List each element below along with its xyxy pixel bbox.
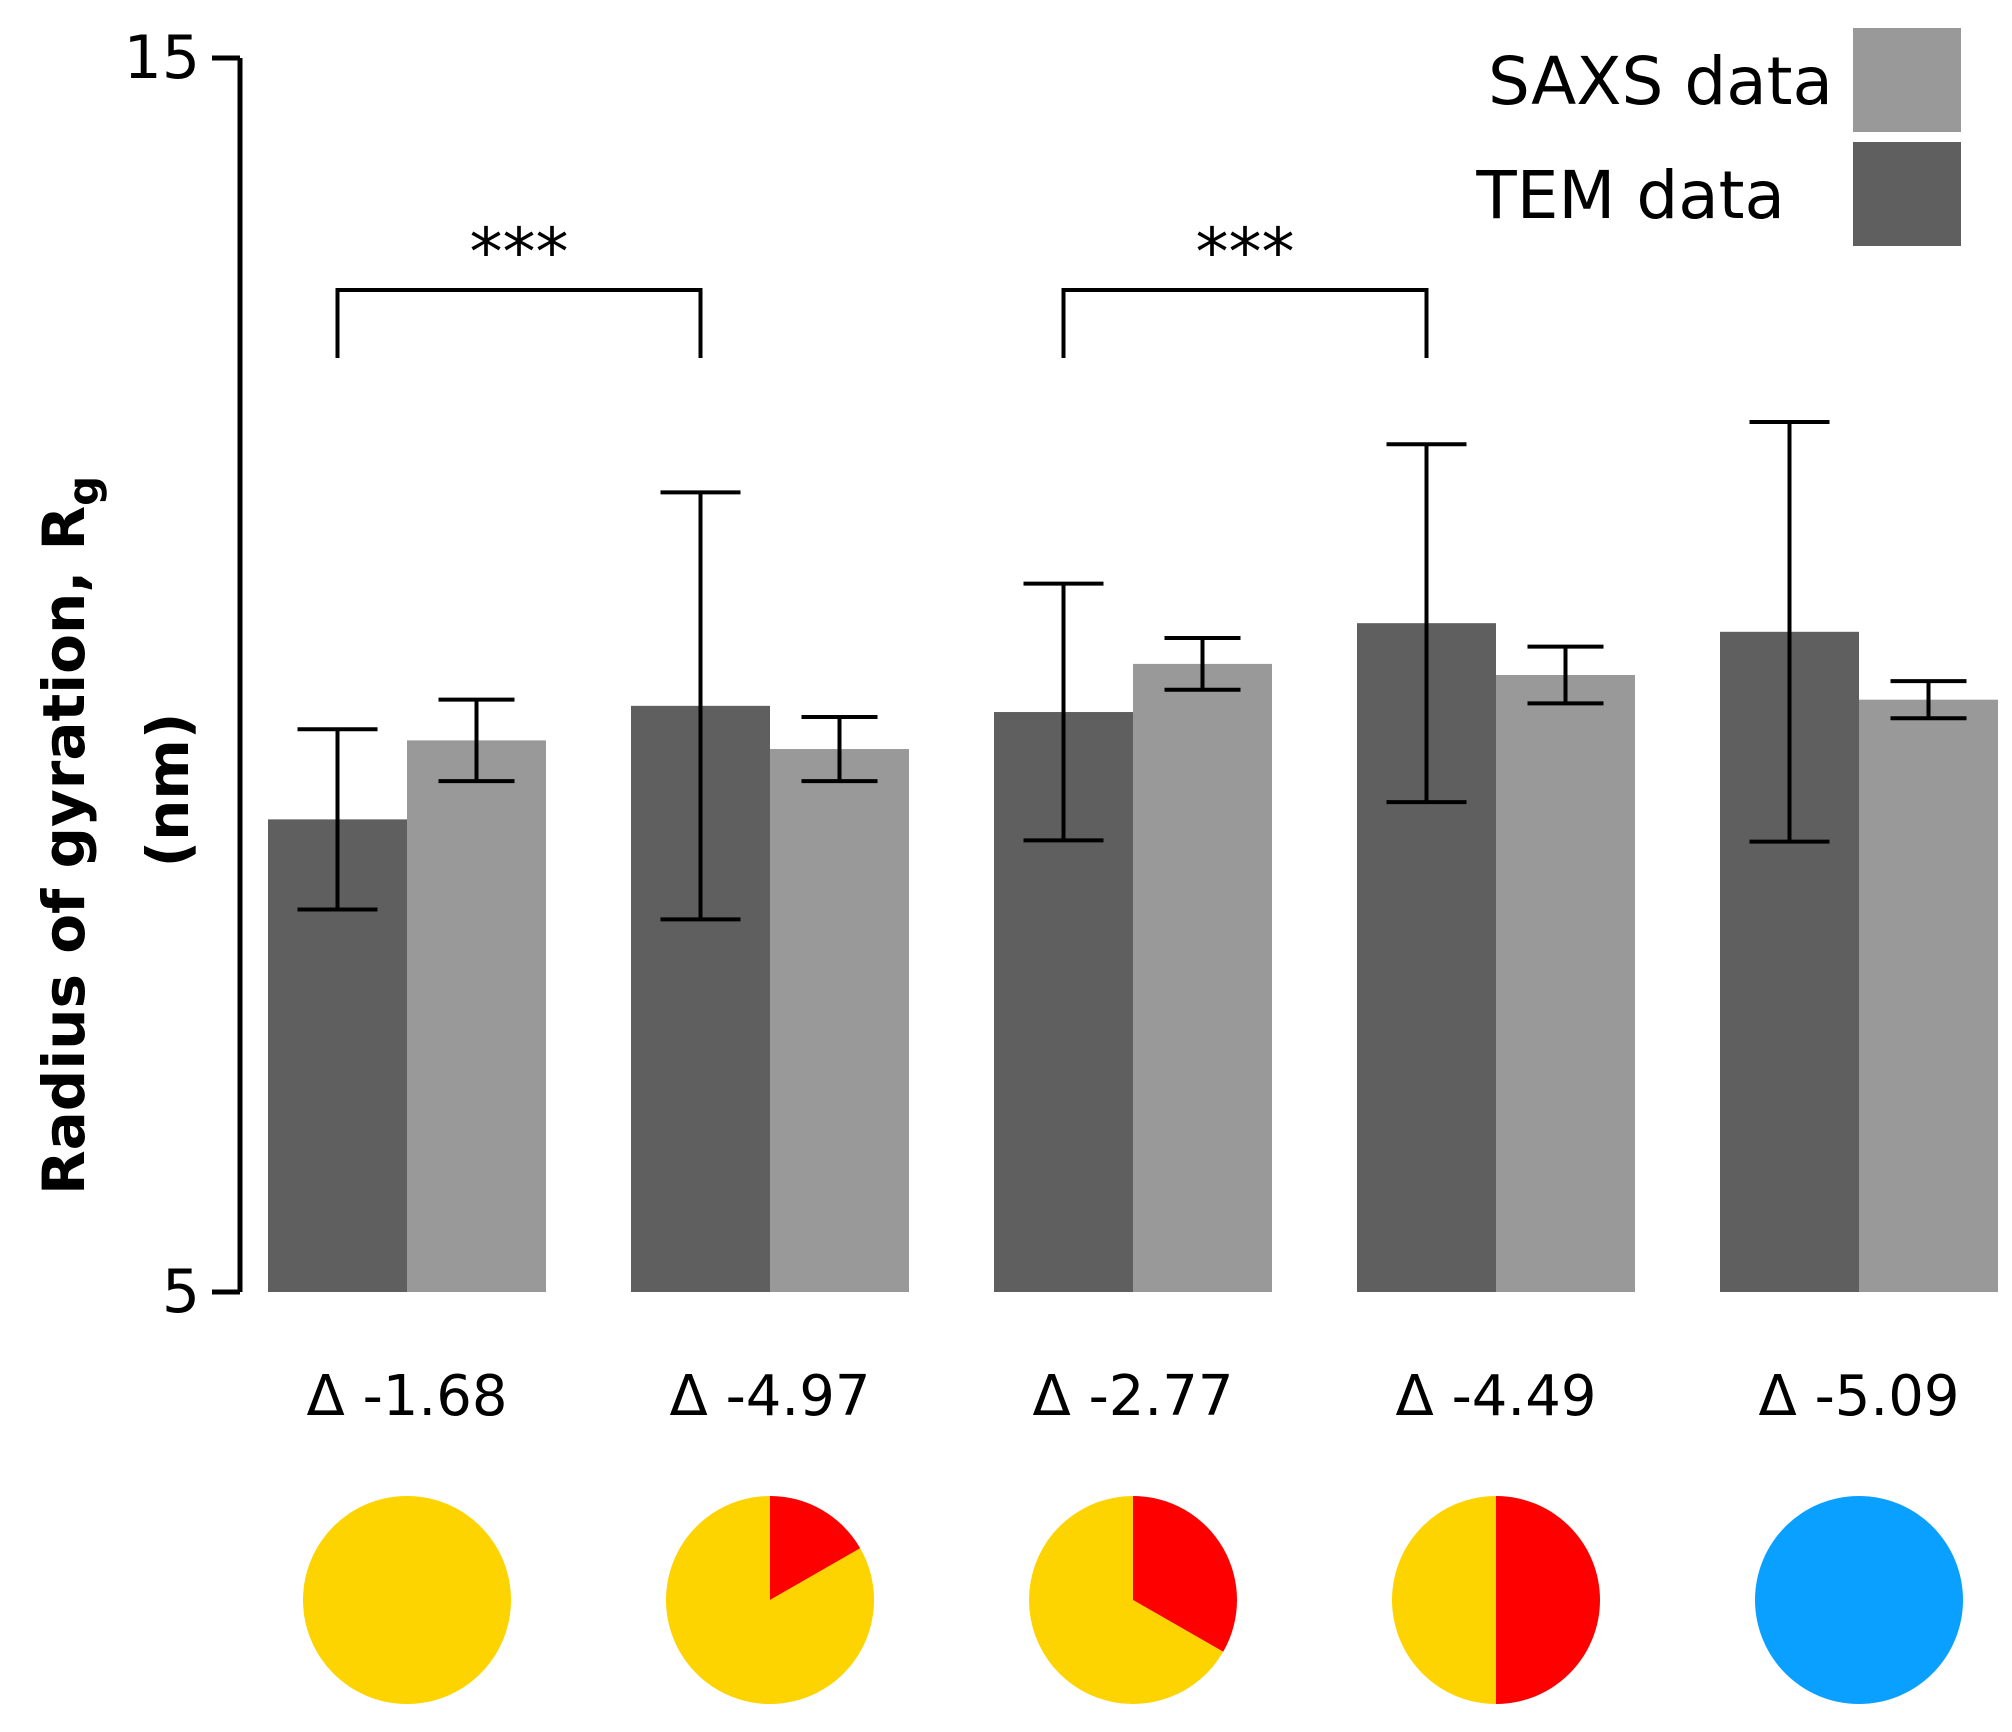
pie-slice bbox=[770, 1496, 861, 1600]
error-bar bbox=[1023, 581, 1104, 843]
bar-saxs-data bbox=[1496, 675, 1635, 1292]
y-axis-label-subscript: g bbox=[59, 476, 108, 506]
legend-label: TEM data bbox=[1475, 157, 1785, 234]
x-category-label: Δ -4.97 bbox=[669, 1364, 870, 1429]
pie-charts bbox=[303, 1496, 1963, 1705]
error-bar bbox=[660, 490, 741, 922]
significance-bracket bbox=[1061, 288, 1429, 358]
error-bar bbox=[1890, 679, 1967, 721]
significance-label: *** bbox=[470, 214, 569, 291]
bar-saxs-data bbox=[407, 740, 546, 1292]
y-axis-label-main: Radius of gyration, R bbox=[30, 506, 98, 1195]
significance-bracket bbox=[335, 288, 703, 358]
bar-saxs-data bbox=[1133, 663, 1272, 1292]
error-bar bbox=[1527, 644, 1604, 706]
error-bar bbox=[438, 697, 515, 784]
bar-saxs-data bbox=[770, 749, 909, 1292]
significance-brackets: *** *** bbox=[335, 214, 1429, 358]
legend-label: SAXS data bbox=[1488, 43, 1833, 120]
error-bar bbox=[1749, 420, 1830, 844]
bars bbox=[268, 623, 1998, 1292]
legend-swatch bbox=[1853, 28, 1961, 132]
pie-slice bbox=[1392, 1496, 1496, 1704]
x-category-label: Δ -4.49 bbox=[1395, 1364, 1596, 1429]
category-labels: Δ -1.68 Δ -4.97 Δ -2.77 Δ -4.49 Δ -5.09 bbox=[306, 1364, 1959, 1429]
error-bars bbox=[297, 420, 1967, 922]
axes: 5 15 bbox=[124, 23, 243, 1327]
pie-slice bbox=[1133, 1496, 1237, 1652]
pie-slice bbox=[303, 1496, 511, 1704]
legend: SAXS data TEM data bbox=[1475, 28, 1961, 246]
pie-chart bbox=[1755, 1496, 1963, 1704]
bar-saxs-data bbox=[1859, 699, 1998, 1292]
pie-slice bbox=[1029, 1496, 1224, 1704]
x-category-label: Δ -2.77 bbox=[1032, 1364, 1233, 1429]
y-axis-label: Radius of gyration, Rg bbox=[30, 476, 108, 1195]
pie-chart bbox=[303, 1496, 511, 1704]
x-category-label: Δ -5.09 bbox=[1758, 1364, 1959, 1429]
pie-slice bbox=[1496, 1496, 1600, 1704]
pie-slice bbox=[1755, 1496, 1963, 1704]
error-bar bbox=[1164, 635, 1241, 692]
legend-swatch bbox=[1853, 142, 1961, 246]
x-category-label: Δ -1.68 bbox=[306, 1364, 507, 1429]
y-tick-label: 5 bbox=[162, 1257, 200, 1327]
pie-chart bbox=[1392, 1496, 1600, 1704]
error-bar bbox=[297, 727, 378, 912]
significance-label: *** bbox=[1196, 214, 1295, 291]
pie-chart bbox=[1029, 1496, 1237, 1704]
pie-chart bbox=[665, 1496, 874, 1705]
y-tick-label: 15 bbox=[124, 23, 200, 93]
y-axis-label-unit: (nm) bbox=[134, 713, 202, 868]
pie-slice bbox=[665, 1496, 874, 1705]
error-bar bbox=[1386, 442, 1467, 805]
error-bar bbox=[801, 714, 878, 784]
